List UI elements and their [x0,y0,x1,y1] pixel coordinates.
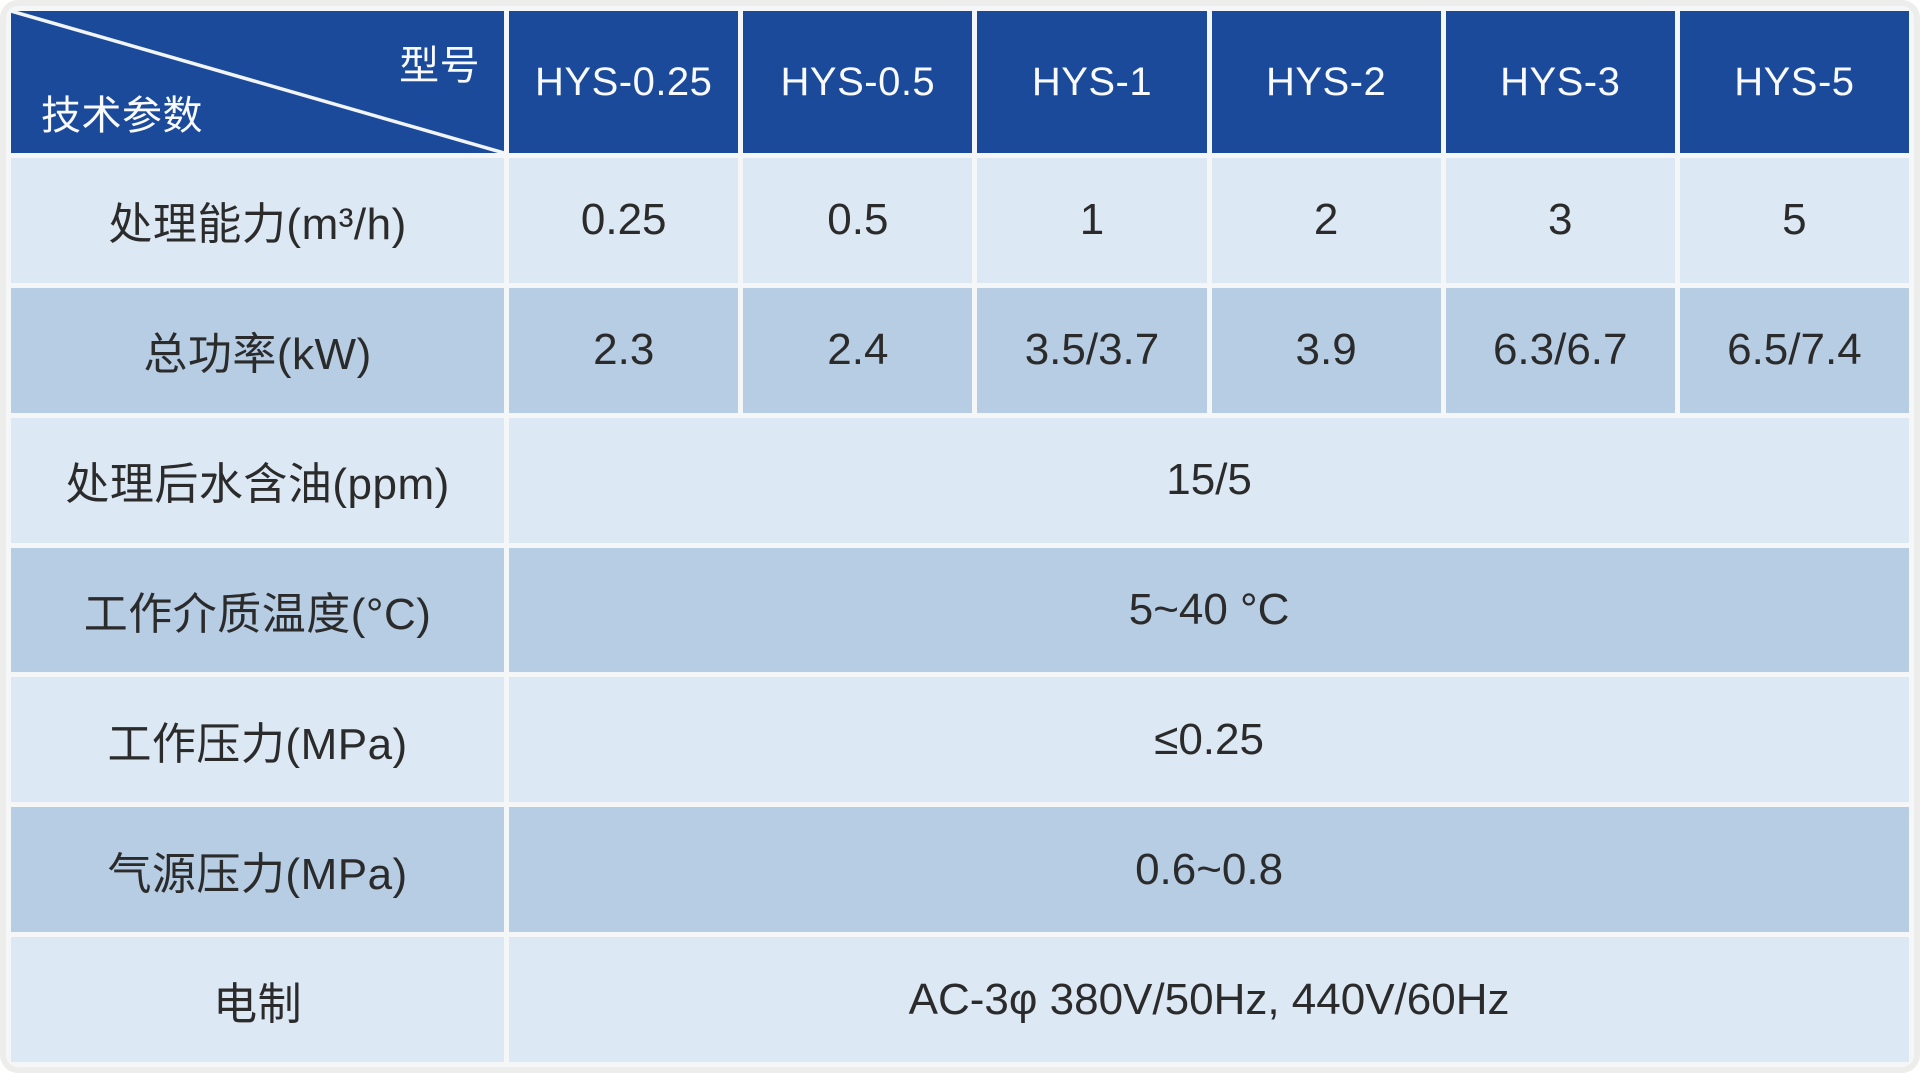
cell-value: 3.9 [1211,287,1441,413]
column-header-hys-0-5: HYS-0.5 [743,11,973,153]
cell-value: 2 [1211,158,1441,283]
column-header-hys-2: HYS-2 [1211,11,1441,153]
row-label: 处理后水含油(ppm) [11,417,505,543]
column-header-hys-1: HYS-1 [977,11,1207,153]
cell-value: 6.5/7.4 [1679,287,1909,413]
cell-value: 3.5/3.7 [977,287,1207,413]
corner-cell: 型号 技术参数 [11,11,505,153]
diagonal-divider-line [11,11,504,153]
technical-parameters-table: 型号 技术参数 HYS-0.25 HYS-0.5 HYS-1 HYS-2 HYS… [6,6,1914,1067]
spec-table-surface: 型号 技术参数 HYS-0.25 HYS-0.5 HYS-1 HYS-2 HYS… [6,6,1914,1067]
header-row: 型号 技术参数 HYS-0.25 HYS-0.5 HYS-1 HYS-2 HYS… [11,11,1909,153]
cell-value: 5 [1679,158,1909,283]
row-label: 工作压力(MPa) [11,677,505,803]
cell-value: 6.3/6.7 [1445,287,1675,413]
row-label: 总功率(kW) [11,287,505,413]
cell-value: 0.5 [743,158,973,283]
corner-params-label: 技术参数 [41,94,203,138]
table-row-working-pressure: 工作压力(MPa) ≤0.25 [11,677,1909,803]
table-row-medium-temperature: 工作介质温度(°C) 5~40 °C [11,547,1909,673]
cell-value: 0.25 [509,158,739,283]
row-label: 气源压力(MPa) [11,807,505,933]
row-label: 处理能力(m³/h) [11,158,505,283]
merged-value-cell: ≤0.25 [509,677,1909,803]
table-row-capacity: 处理能力(m³/h) 0.25 0.5 1 2 3 5 [11,158,1909,283]
table-row-total-power: 总功率(kW) 2.3 2.4 3.5/3.7 3.9 6.3/6.7 6.5/… [11,287,1909,413]
cell-value: 2.4 [743,287,973,413]
column-header-hys-0-25: HYS-0.25 [509,11,739,153]
merged-value-cell: AC-3φ 380V/50Hz, 440V/60Hz [509,937,1909,1062]
cell-value: 2.3 [509,287,739,413]
row-label: 工作介质温度(°C) [11,547,505,673]
row-label: 电制 [11,937,505,1062]
cell-value: 1 [977,158,1207,283]
merged-value-cell: 0.6~0.8 [509,807,1909,933]
table-row-air-pressure: 气源压力(MPa) 0.6~0.8 [11,807,1909,933]
cell-value: 3 [1445,158,1675,283]
column-header-hys-5: HYS-5 [1679,11,1909,153]
table-row-electrical-system: 电制 AC-3φ 380V/50Hz, 440V/60Hz [11,937,1909,1062]
merged-value-cell: 15/5 [509,417,1909,543]
column-header-hys-3: HYS-3 [1445,11,1675,153]
corner-model-label: 型号 [399,44,481,88]
merged-value-cell: 5~40 °C [509,547,1909,673]
table-row-oil-content: 处理后水含油(ppm) 15/5 [11,417,1909,543]
